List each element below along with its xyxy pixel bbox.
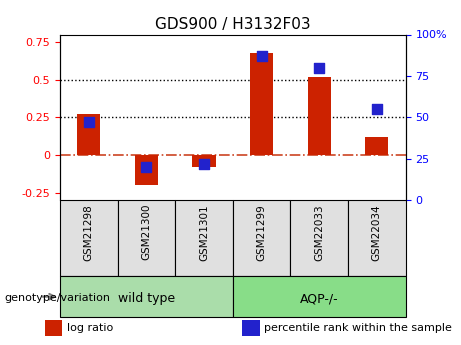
- FancyBboxPatch shape: [348, 200, 406, 276]
- FancyBboxPatch shape: [233, 276, 406, 317]
- Point: [200, 161, 207, 166]
- Text: percentile rank within the sample: percentile rank within the sample: [264, 323, 452, 333]
- Point: [315, 65, 323, 70]
- Point: [142, 164, 150, 170]
- Text: GSM21298: GSM21298: [84, 204, 94, 260]
- Text: GSM21301: GSM21301: [199, 204, 209, 260]
- Bar: [308, 77, 331, 155]
- Point: [373, 106, 381, 112]
- Text: genotype/variation: genotype/variation: [5, 294, 111, 303]
- FancyBboxPatch shape: [60, 276, 233, 317]
- Bar: [193, 155, 216, 167]
- Point: [85, 119, 92, 125]
- Bar: [45, 320, 62, 336]
- Bar: [135, 155, 158, 185]
- Text: GSM21299: GSM21299: [257, 204, 266, 260]
- Text: GSM22034: GSM22034: [372, 204, 382, 260]
- Text: wild type: wild type: [118, 292, 175, 305]
- Bar: [365, 137, 388, 155]
- Bar: [242, 320, 260, 336]
- Text: GSM22033: GSM22033: [314, 204, 324, 260]
- Text: GSM21300: GSM21300: [142, 204, 151, 260]
- FancyBboxPatch shape: [60, 200, 118, 276]
- Bar: [250, 52, 273, 155]
- FancyBboxPatch shape: [175, 200, 233, 276]
- Point: [258, 53, 266, 59]
- FancyBboxPatch shape: [290, 200, 348, 276]
- Title: GDS900 / H3132F03: GDS900 / H3132F03: [155, 17, 311, 32]
- FancyBboxPatch shape: [233, 200, 290, 276]
- FancyBboxPatch shape: [118, 200, 175, 276]
- Text: AQP-/-: AQP-/-: [300, 292, 338, 305]
- Bar: [77, 114, 100, 155]
- Text: log ratio: log ratio: [67, 323, 113, 333]
